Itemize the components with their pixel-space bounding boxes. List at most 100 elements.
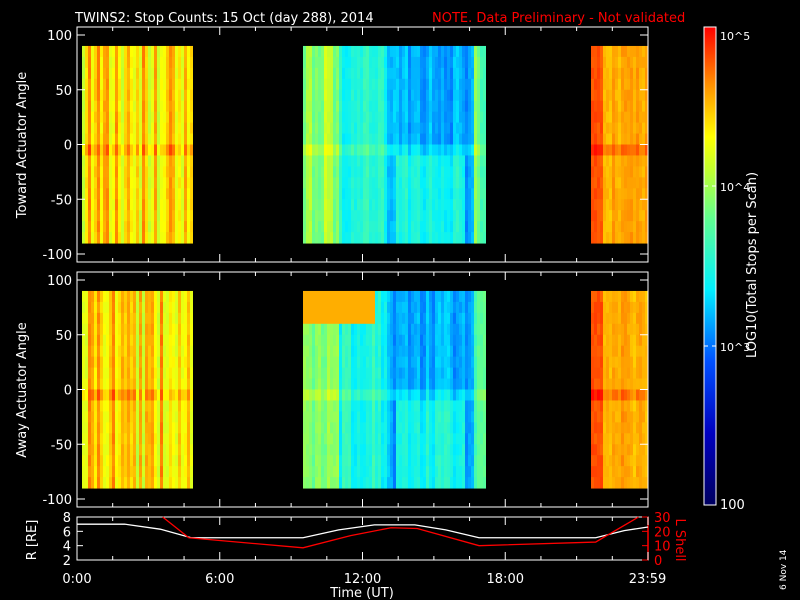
heatmap-cell xyxy=(360,210,363,222)
heatmap-cell xyxy=(456,411,459,423)
heatmap-cell xyxy=(303,378,306,390)
heatmap-cell xyxy=(351,56,354,69)
heatmap-cell xyxy=(480,122,483,135)
heatmap-cell xyxy=(645,466,648,478)
heatmap-cell xyxy=(621,389,624,401)
heatmap-cell xyxy=(103,389,106,401)
heatmap-cell xyxy=(432,444,435,456)
heatmap-cell xyxy=(618,144,621,156)
heatmap-cell xyxy=(432,56,435,69)
heatmap-cell xyxy=(154,155,157,167)
heatmap-cell xyxy=(393,323,396,336)
heatmap-cell xyxy=(417,312,420,325)
heatmap-cell xyxy=(621,67,624,80)
heatmap-cell xyxy=(354,166,357,178)
heatmap-cell xyxy=(408,367,411,380)
heatmap-cell xyxy=(336,455,339,467)
heatmap-cell xyxy=(441,323,444,336)
heatmap-cell xyxy=(360,334,363,347)
heatmap-cell xyxy=(438,455,441,467)
heatmap-cell xyxy=(357,155,360,167)
heatmap-cell xyxy=(318,290,321,303)
heatmap-cell xyxy=(483,312,486,325)
heatmap-cell xyxy=(375,67,378,80)
heatmap-cell xyxy=(468,133,471,145)
heatmap-cell xyxy=(130,367,133,380)
heatmap-cell xyxy=(591,100,594,113)
heatmap-cell xyxy=(163,466,166,478)
heatmap-cell xyxy=(636,345,639,358)
heatmap-cell xyxy=(190,67,193,80)
heatmap-cell xyxy=(330,444,333,456)
heatmap-cell xyxy=(600,367,603,380)
heatmap-cell xyxy=(145,221,148,233)
heatmap-cell xyxy=(381,56,384,69)
heatmap-cell xyxy=(393,367,396,380)
heatmap-cell xyxy=(133,389,136,401)
heatmap-cell xyxy=(127,422,130,434)
heatmap-cell xyxy=(459,433,462,445)
heatmap-cell xyxy=(483,56,486,69)
heatmap-cell xyxy=(82,188,85,200)
heatmap-cell xyxy=(82,133,85,145)
heatmap-cell xyxy=(94,199,97,211)
heatmap-cell xyxy=(345,45,348,58)
heatmap-cell xyxy=(357,422,360,434)
heatmap-cell xyxy=(354,122,357,135)
heatmap-cell xyxy=(103,422,106,434)
heatmap-cell xyxy=(621,56,624,69)
heatmap-cell xyxy=(615,45,618,58)
heatmap-cell xyxy=(336,122,339,135)
heatmap-cell xyxy=(363,444,366,456)
heatmap-cell xyxy=(342,221,345,233)
heatmap-cell xyxy=(190,466,193,478)
heatmap-cell xyxy=(103,177,106,189)
heatmap-cell xyxy=(474,290,477,303)
heatmap-cell xyxy=(303,334,306,347)
heatmap-cell xyxy=(133,177,136,189)
heatmap-cell xyxy=(121,133,124,145)
heatmap-cell xyxy=(426,45,429,58)
heatmap-cell xyxy=(414,455,417,467)
heatmap-cell xyxy=(166,177,169,189)
heatmap-cell xyxy=(94,400,97,412)
heatmap-cell xyxy=(435,133,438,145)
heatmap-cell xyxy=(630,166,633,178)
heatmap-cell xyxy=(453,177,456,189)
heatmap-cell xyxy=(136,133,139,145)
heatmap-cell xyxy=(178,356,181,369)
heatmap-cell xyxy=(438,378,441,390)
heatmap-cell xyxy=(441,78,444,91)
heatmap-cell xyxy=(471,411,474,423)
heatmap-cell xyxy=(627,378,630,390)
heatmap-cell xyxy=(148,45,151,58)
heatmap-cell xyxy=(471,45,474,58)
heatmap-cell xyxy=(190,334,193,347)
heatmap-cell xyxy=(603,45,606,58)
heatmap-cell xyxy=(157,210,160,222)
heatmap-cell xyxy=(402,312,405,325)
heatmap-cell xyxy=(618,177,621,189)
heatmap-cell xyxy=(142,45,145,58)
heatmap-cell xyxy=(85,477,88,489)
heatmap-cell xyxy=(636,334,639,347)
heatmap-cell xyxy=(321,466,324,478)
heatmap-cell xyxy=(645,312,648,325)
heatmap-cell xyxy=(333,477,336,489)
heatmap-cell xyxy=(390,177,393,189)
heatmap-cell xyxy=(429,144,432,156)
heatmap-cell xyxy=(441,411,444,423)
heatmap-cell xyxy=(97,89,100,102)
heatmap-cell xyxy=(642,455,645,467)
heatmap-cell xyxy=(103,199,106,211)
heatmap-cell xyxy=(366,210,369,222)
heatmap-cell xyxy=(612,89,615,102)
heatmap-cell xyxy=(618,232,621,244)
heatmap-cell xyxy=(432,67,435,80)
heatmap-cell xyxy=(393,433,396,445)
heatmap-cell xyxy=(342,122,345,135)
heatmap-cell xyxy=(187,323,190,336)
heatmap-cell xyxy=(612,312,615,325)
heatmap-cell xyxy=(606,400,609,412)
